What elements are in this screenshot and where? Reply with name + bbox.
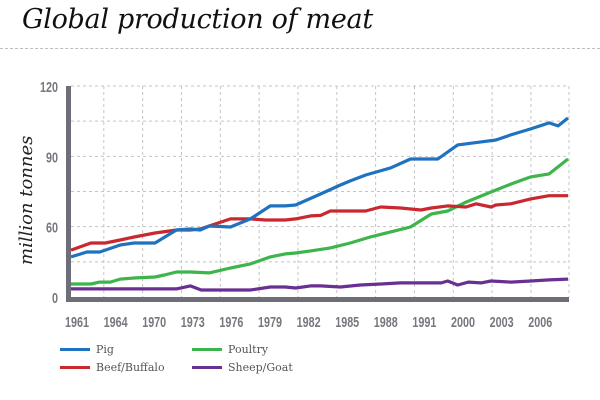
y-tick-label: 90	[46, 149, 58, 166]
x-tick-label: 1973	[181, 313, 205, 330]
legend-item-sheep-goat: Sheep/Goat	[192, 361, 293, 374]
x-tick-label: 1970	[142, 313, 166, 330]
series-line-poultry	[71, 157, 569, 286]
legend-label-beef-buffalo: Beef/Buffalo	[96, 361, 165, 374]
y-tick-label: 120	[40, 78, 58, 95]
grid	[71, 85, 570, 297]
legend-label-poultry: Poultry	[228, 343, 269, 356]
x-tick-label: 1976	[219, 313, 243, 330]
series-lines	[70, 116, 569, 292]
legend-item-poultry: Poultry	[192, 343, 268, 356]
y-tick-label: 0	[52, 289, 58, 306]
y-tick-label: 60	[46, 219, 58, 236]
x-axis	[66, 297, 569, 302]
x-tick-label: 2000	[451, 313, 475, 330]
x-tick-label: 2003	[490, 313, 514, 330]
series-line-beef-buffalo	[70, 194, 568, 252]
x-tick-label: 2006	[528, 313, 552, 330]
series-line-pig	[70, 116, 569, 259]
x-tick-label: 1985	[335, 313, 359, 330]
x-tick-label: 1979	[258, 313, 282, 330]
legend-swatch-poultry	[192, 348, 222, 351]
legend-label-pig: Pig	[96, 343, 114, 356]
chart-title: Global production of meat	[22, 4, 373, 35]
legend-label-sheep-goat: Sheep/Goat	[228, 361, 293, 374]
x-tick-label: 1988	[374, 313, 398, 330]
title-divider	[0, 48, 600, 49]
x-tick-label: 1964	[104, 313, 129, 330]
series-line-sheep-goat	[71, 277, 569, 292]
x-tick-label: 1961	[65, 313, 89, 330]
y-axis	[66, 86, 71, 302]
legend-item-beef-buffalo: Beef/Buffalo	[60, 361, 165, 374]
x-tick-label: 1991	[412, 313, 436, 330]
axes	[66, 86, 569, 302]
legend-item-pig: Pig	[60, 343, 114, 356]
legend-swatch-pig	[60, 348, 90, 351]
legend-swatch-beef-buffalo	[60, 366, 90, 369]
tick-labels: 0 60 90 120 1961 1964 1970 1973 1976 1979 1982 1985…	[40, 78, 552, 330]
legend-swatch-sheep-goat	[192, 366, 222, 369]
x-tick-label: 1982	[297, 313, 321, 330]
